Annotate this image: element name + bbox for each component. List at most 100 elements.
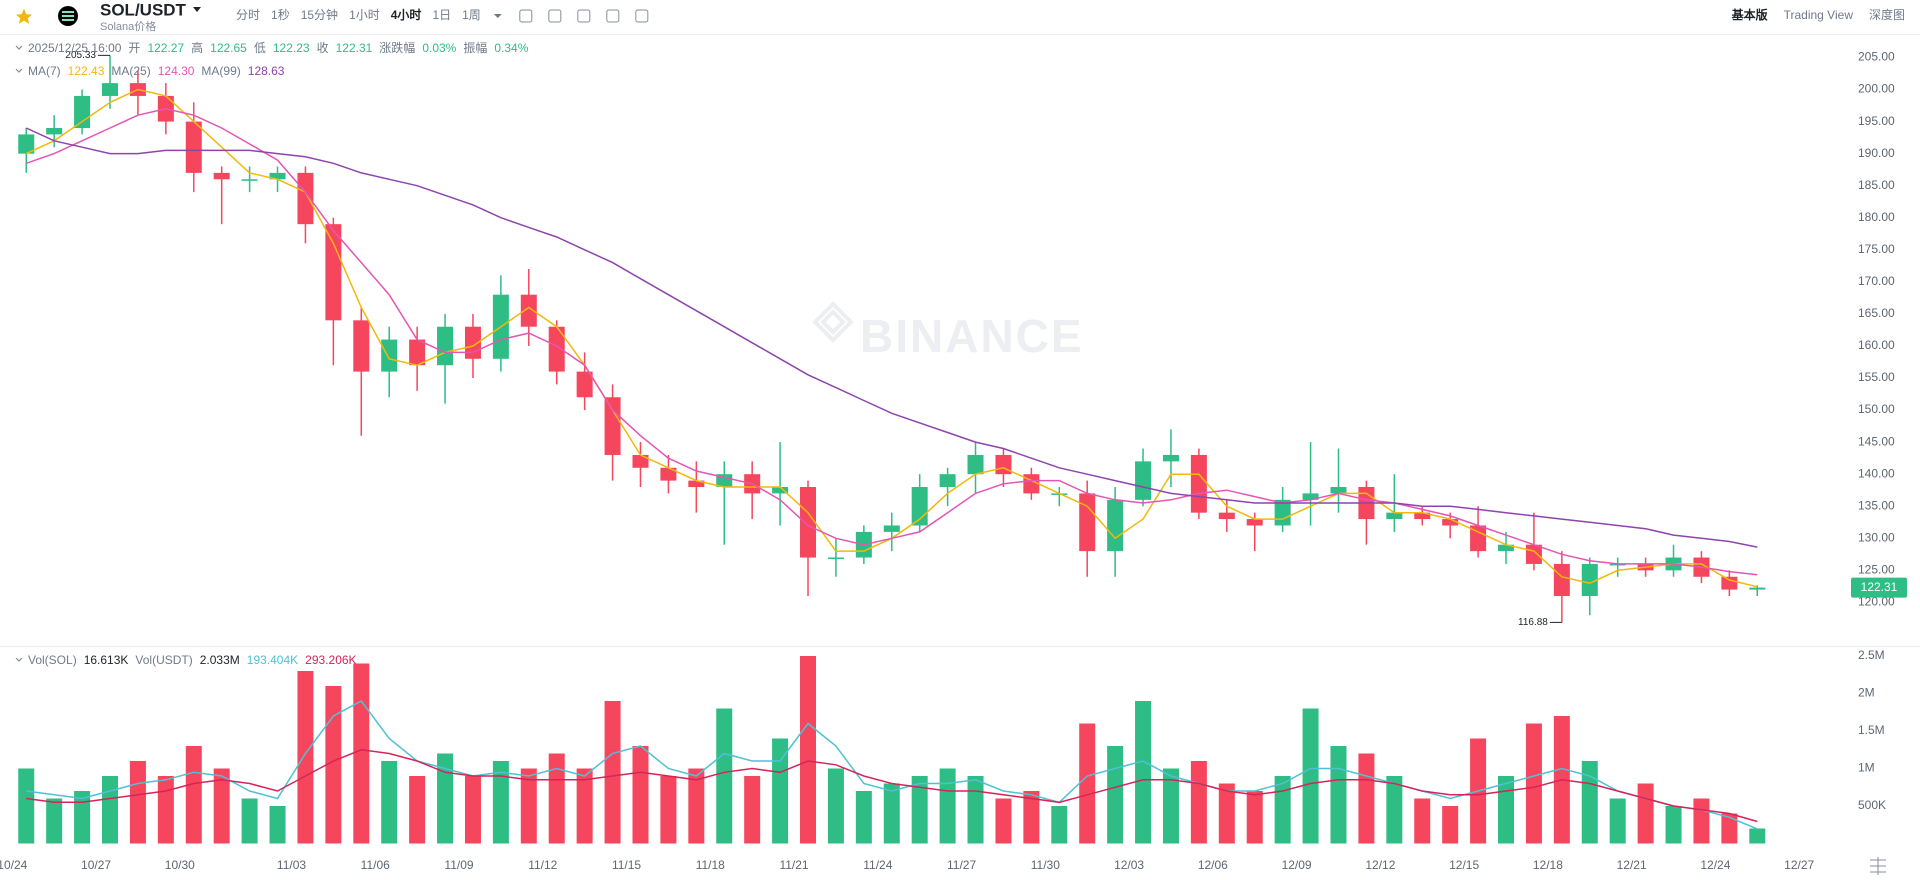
interval-tab[interactable]: 分时: [236, 8, 260, 22]
date-tick-label: 12/09: [1282, 858, 1312, 872]
candle-body: [1386, 512, 1403, 520]
volume-bar: [185, 746, 202, 844]
candle-body: [1470, 525, 1487, 552]
volume-bar: [1190, 761, 1207, 844]
symbol-subtitle[interactable]: Solana价格: [100, 19, 156, 33]
interval-dropdown[interactable]: [493, 14, 502, 18]
date-tick-label: 10/30: [165, 858, 195, 872]
volume-bar: [1721, 813, 1738, 844]
candle-body: [660, 467, 677, 481]
volume-bar: [1637, 783, 1654, 844]
candle-body: [1442, 519, 1459, 526]
axis-settings-icon[interactable]: [1870, 857, 1886, 875]
info-label: 高: [191, 40, 203, 55]
volume-bar: [1051, 806, 1068, 844]
volume-bar: [911, 776, 928, 844]
favorite-star[interactable]: [16, 9, 32, 24]
coin-logo-mark: [62, 11, 74, 21]
info-value: 122.27: [147, 41, 184, 55]
interval-tab[interactable]: 1周: [462, 8, 481, 22]
info-value: 0.34%: [494, 41, 528, 55]
volume-bar: [548, 753, 565, 844]
price-tick-label: 120.00: [1858, 595, 1895, 609]
candle-body: [1330, 487, 1347, 494]
volume-legend-value: 16.613K: [84, 653, 129, 667]
ma-legend-name: MA(7): [28, 64, 61, 78]
toolbar-icon[interactable]: [519, 9, 533, 23]
volume-bar: [1581, 761, 1598, 844]
volume-bar: [46, 798, 63, 844]
volume-tick-label: 2M: [1858, 686, 1875, 700]
candle-body: [437, 326, 454, 366]
candle-body: [1107, 499, 1124, 552]
candle-body: [1135, 461, 1152, 500]
date-tick-label: 10/27: [81, 858, 111, 872]
candle-body: [632, 454, 649, 468]
volume-bar: [1609, 798, 1626, 844]
volume-bar: [939, 768, 956, 844]
view-tab[interactable]: 深度图: [1869, 7, 1905, 22]
volume-bar: [1498, 776, 1515, 844]
volume-tick-label: 1M: [1858, 761, 1875, 775]
candle-body: [381, 339, 398, 372]
interval-tab[interactable]: 15分钟: [301, 7, 338, 22]
volume-bar: [995, 798, 1012, 844]
volume-bar: [1023, 791, 1040, 844]
symbol-dropdown[interactable]: [193, 7, 201, 12]
price-tick-label: 170.00: [1858, 274, 1895, 288]
view-tab[interactable]: 基本版: [1731, 7, 1768, 22]
price-tick-label: 185.00: [1858, 178, 1895, 192]
price-tick-label: 200.00: [1858, 82, 1895, 96]
ma-legend-name: MA(25): [111, 64, 150, 78]
toolbar-icon[interactable]: [606, 9, 620, 23]
volume-bar: [1246, 791, 1263, 844]
volume-ma-line: [26, 700, 1758, 830]
volume-bar: [632, 746, 649, 844]
volume-bar: [492, 761, 509, 844]
candle-body: [1162, 454, 1179, 462]
interval-tab[interactable]: 1秒: [271, 8, 290, 22]
candle-body: [604, 397, 621, 455]
volume-bar: [967, 776, 984, 844]
date-tick-label: 12/15: [1449, 858, 1479, 872]
info-label: 低: [254, 41, 266, 55]
legend-chevron[interactable]: [15, 45, 23, 662]
volume-bar: [325, 686, 342, 844]
volume-bar: [827, 768, 844, 844]
price-tick-label: 145.00: [1858, 434, 1895, 448]
volume-bar: [688, 768, 705, 844]
volume-bar: [716, 708, 733, 844]
volume-bar: [269, 806, 286, 844]
volume-ma-value: 193.404K: [247, 653, 298, 667]
toolbar-icon[interactable]: [548, 9, 562, 23]
volume-legend-name: Vol(USDT): [135, 653, 192, 667]
candle-body: [102, 83, 119, 96]
volume-bar: [1525, 723, 1542, 844]
interval-tab[interactable]: 4小时: [391, 7, 422, 22]
date-tick-label: 11/09: [444, 858, 473, 872]
interval-tab[interactable]: 1小时: [349, 8, 380, 22]
volume-bar: [409, 776, 426, 844]
info-value: 122.65: [210, 41, 247, 55]
date-tick-label: 11/24: [863, 858, 892, 872]
volume-bar: [157, 776, 174, 844]
interval-tab[interactable]: 1日: [432, 8, 451, 22]
symbol[interactable]: SOL/USDT: [100, 0, 187, 19]
price-tick-label: 155.00: [1858, 370, 1895, 384]
info-time: 2025/12/25 16:00: [28, 41, 122, 55]
price-tick-label: 160.00: [1858, 338, 1895, 352]
price-tick-label: 175.00: [1858, 242, 1895, 256]
price-tick-label: 190.00: [1858, 146, 1895, 160]
extreme-label: 205.33: [65, 50, 96, 61]
volume-tick-label: 2.5M: [1858, 648, 1885, 662]
volume-legend-name: Vol(SOL): [28, 653, 77, 667]
candle-body: [827, 557, 844, 560]
candle-body: [1721, 576, 1738, 590]
ma-legend-name: MA(99): [201, 64, 240, 78]
candle-body: [1498, 544, 1515, 552]
view-tab[interactable]: Trading View: [1784, 8, 1854, 22]
volume-bar: [241, 798, 258, 844]
toolbar-icon[interactable]: [577, 9, 591, 23]
toolbar-icon[interactable]: [635, 9, 649, 23]
